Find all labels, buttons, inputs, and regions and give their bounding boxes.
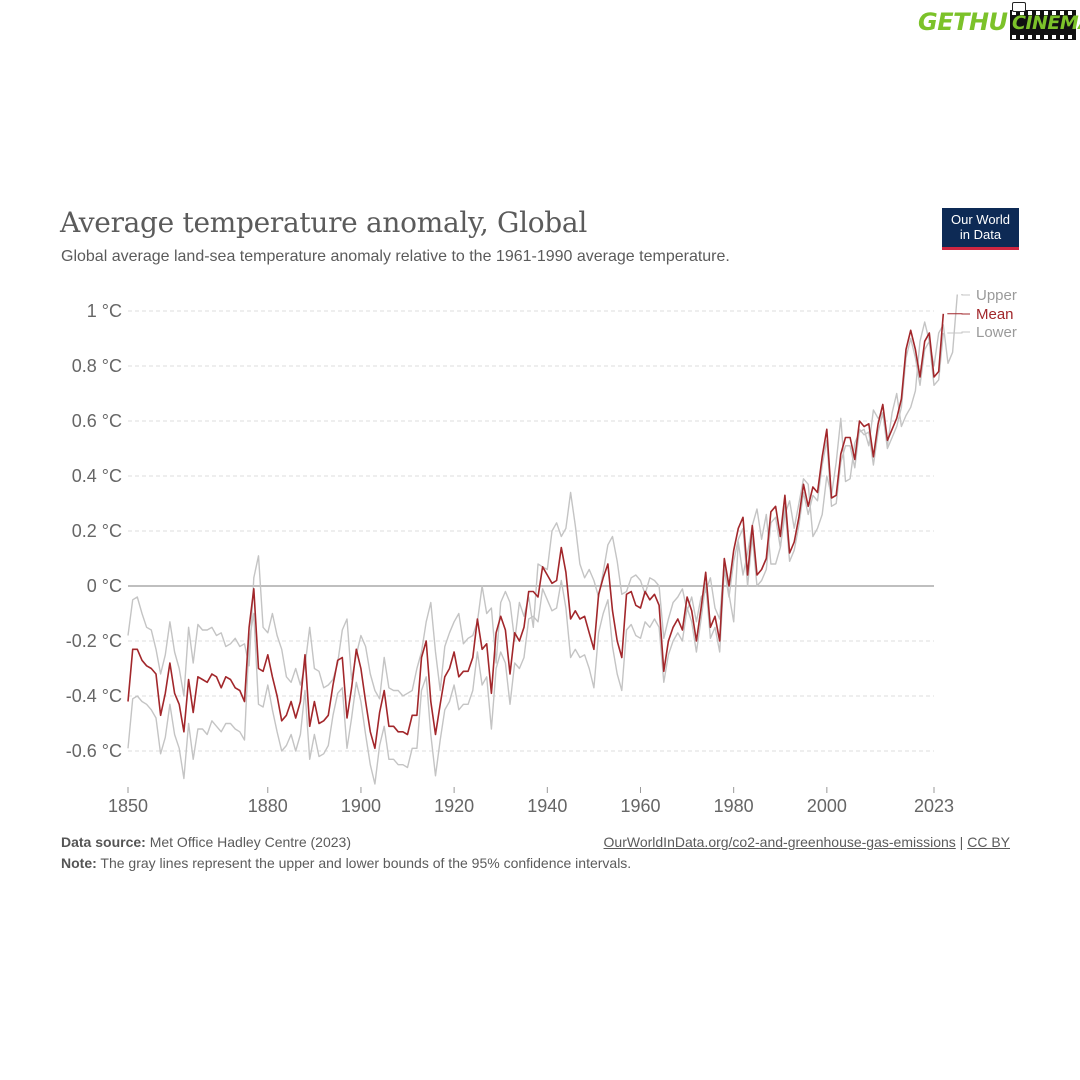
axis-labels: -0.6 °C -0.4 °C -0.2 °C 0 °C 0.2 °C 0.4 °C 0.6… bbox=[66, 301, 954, 816]
x-tick-label: 1850 bbox=[108, 796, 148, 816]
y-tick-label: 0.6 °C bbox=[72, 411, 122, 431]
legend-connector-upper bbox=[961, 294, 970, 296]
series-layer bbox=[127, 294, 958, 785]
y-tick-label: 1 °C bbox=[87, 301, 122, 321]
camera-icon bbox=[1012, 2, 1026, 12]
y-tick-label: -0.2 °C bbox=[66, 631, 122, 651]
our-world-in-data-logo[interactable]: Our World in Data bbox=[942, 208, 1019, 250]
source-url-link[interactable]: OurWorldInData.org/co2-and-greenhouse-ga… bbox=[603, 834, 956, 850]
x-tick-label: 1880 bbox=[248, 796, 288, 816]
watermark-film-strip bbox=[1010, 10, 1076, 40]
data-source-label: Data source: bbox=[61, 834, 146, 850]
footer-separator: | bbox=[959, 834, 964, 850]
x-tick-label: 1980 bbox=[714, 796, 754, 816]
data-source-text: Met Office Hadley Centre (2023) bbox=[149, 834, 351, 850]
y-tick-label: 0 °C bbox=[87, 576, 122, 596]
legend-label-mean: Mean bbox=[976, 306, 1014, 323]
license-link[interactable]: CC BY bbox=[967, 834, 1010, 850]
chart-title: Average temperature anomaly, Global bbox=[60, 206, 587, 239]
x-tick-label: 1960 bbox=[620, 796, 660, 816]
y-tick-label: -0.4 °C bbox=[66, 686, 122, 706]
series-line-lower bbox=[127, 332, 944, 785]
note-label: Note: bbox=[61, 855, 97, 871]
data-source-line: Data source: Met Office Hadley Centre (2… bbox=[61, 834, 351, 850]
note-line: Note: The gray lines represent the upper… bbox=[61, 855, 631, 871]
x-tick-label: 1920 bbox=[434, 796, 474, 816]
x-tick-label: 2023 bbox=[914, 796, 954, 816]
x-tick-label: 2000 bbox=[807, 796, 847, 816]
y-tick-label: -0.6 °C bbox=[66, 741, 122, 761]
chart-subtitle: Global average land-sea temperature anom… bbox=[61, 248, 730, 265]
legend-connector-lower bbox=[947, 331, 970, 334]
footer-links: OurWorldInData.org/co2-and-greenhouse-ga… bbox=[604, 834, 1010, 850]
series-line-mean bbox=[127, 313, 945, 750]
x-tick-label: 1940 bbox=[527, 796, 567, 816]
y-tick-label: 0.4 °C bbox=[72, 466, 122, 486]
y-tick-label: 0.2 °C bbox=[72, 521, 122, 541]
watermark-left-text: GETHU bbox=[918, 8, 1008, 36]
logo-line-1: Our World bbox=[951, 212, 1010, 227]
note-text: The gray lines represent the upper and l… bbox=[100, 855, 632, 871]
y-tick-label: 0.8 °C bbox=[72, 356, 122, 376]
legend-label-upper: Upper bbox=[976, 287, 1017, 304]
grid-layer bbox=[127, 310, 935, 793]
legend-label-lower: Lower bbox=[976, 324, 1017, 341]
x-tick-label: 1900 bbox=[341, 796, 381, 816]
logo-line-2: in Data bbox=[959, 227, 1002, 242]
